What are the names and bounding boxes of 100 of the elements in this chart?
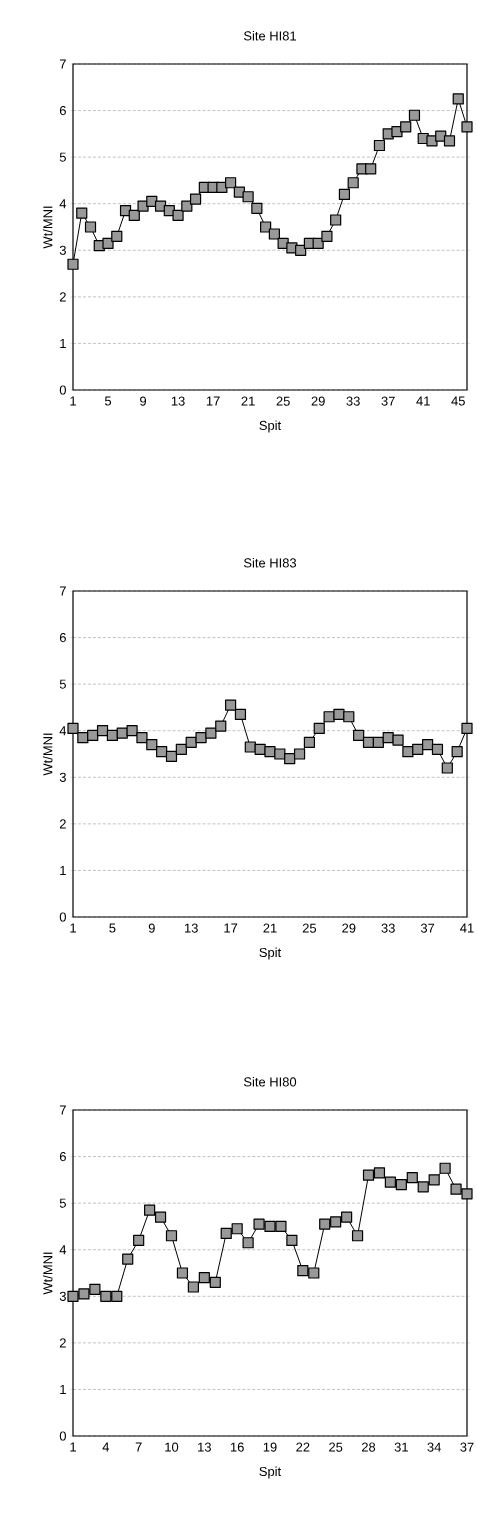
y-axis-title: Wt/MNI <box>42 1252 53 1295</box>
point <box>297 1265 309 1277</box>
x-tick-label: 25 <box>276 396 290 406</box>
point <box>231 1223 243 1235</box>
point <box>144 1204 156 1216</box>
point <box>242 191 254 203</box>
y-tick-label: 5 <box>59 152 66 162</box>
x-tick-label: 33 <box>346 396 360 406</box>
point <box>268 228 280 240</box>
point <box>351 1230 364 1242</box>
point <box>189 193 202 205</box>
point <box>321 230 333 242</box>
point <box>165 1230 178 1242</box>
x-tick-label: 28 <box>361 1442 376 1452</box>
point <box>293 748 306 760</box>
x-tick-label: 33 <box>381 923 395 933</box>
point <box>461 121 473 133</box>
x-tick-label: 5 <box>109 923 116 933</box>
point <box>209 1276 221 1288</box>
x-tick-label: 45 <box>451 396 465 406</box>
point <box>347 177 359 189</box>
x-tick-label: 41 <box>460 923 474 933</box>
point <box>165 750 178 762</box>
point <box>451 746 463 758</box>
y-tick-label: 7 <box>59 1105 66 1115</box>
point <box>330 214 342 226</box>
chart-title: Site HI83 <box>243 557 297 568</box>
point <box>373 139 386 152</box>
point <box>172 209 184 221</box>
point <box>128 209 140 221</box>
x-tick-label: 5 <box>104 396 112 406</box>
point <box>365 163 377 175</box>
point <box>274 748 286 760</box>
x-tick-label: 21 <box>241 396 255 406</box>
x-tick-label: 17 <box>206 396 220 406</box>
point <box>323 711 335 723</box>
y-tick-label: 5 <box>59 1198 66 1208</box>
x-tick-label: 13 <box>198 1442 211 1452</box>
point <box>408 109 421 121</box>
point <box>372 736 384 748</box>
y-tick-label: 0 <box>59 912 66 922</box>
chart-title: Site HI81 <box>243 30 296 41</box>
point <box>76 207 88 219</box>
x-tick-label: 31 <box>394 1442 408 1452</box>
point <box>461 1188 473 1200</box>
point <box>84 221 97 233</box>
point <box>439 1162 451 1174</box>
x-tick-label: 1 <box>70 923 76 933</box>
point <box>78 1288 90 1300</box>
x-tick-label: 41 <box>416 396 430 406</box>
point <box>303 736 315 748</box>
point <box>392 734 404 746</box>
x-tick-label: 1 <box>70 396 76 406</box>
point <box>96 725 109 737</box>
y-tick-label: 0 <box>59 385 66 395</box>
point <box>373 1167 386 1179</box>
point <box>154 1211 167 1223</box>
point <box>400 121 412 133</box>
y-tick-label: 3 <box>59 772 66 782</box>
x-axis-title: Spit <box>259 420 282 433</box>
y-axis-title: Wt/MNI <box>42 733 53 776</box>
y-tick-label: 6 <box>59 105 66 116</box>
point <box>406 1171 418 1184</box>
y-tick-label: 6 <box>59 1152 66 1162</box>
x-tick-label: 7 <box>135 1442 142 1452</box>
point <box>330 1216 342 1228</box>
point <box>264 746 276 758</box>
point <box>225 699 237 711</box>
point <box>284 753 296 765</box>
point <box>126 725 138 737</box>
x-tick-label: 13 <box>171 396 185 406</box>
point <box>441 762 453 774</box>
point <box>275 1220 287 1233</box>
point <box>122 1253 134 1265</box>
point <box>87 729 99 741</box>
point <box>452 93 464 105</box>
point <box>242 1237 254 1249</box>
x-tick-label: 25 <box>329 1442 343 1452</box>
x-tick-label: 9 <box>148 923 155 933</box>
y-tick-label: 5 <box>59 679 66 689</box>
point <box>156 746 168 758</box>
point <box>244 741 256 753</box>
point <box>205 727 217 739</box>
x-tick-label: 29 <box>311 396 325 406</box>
x-tick-label: 25 <box>302 923 317 933</box>
x-tick-label: 21 <box>263 923 277 933</box>
point <box>443 135 456 147</box>
point <box>77 732 89 744</box>
point <box>362 1169 375 1181</box>
point <box>431 743 444 755</box>
point <box>417 1181 429 1193</box>
point <box>260 221 272 233</box>
point <box>343 711 355 723</box>
point <box>111 1290 123 1302</box>
x-tick-label: 13 <box>184 923 198 933</box>
point <box>313 722 325 734</box>
point <box>198 1272 210 1284</box>
x-tick-label: 37 <box>420 923 435 933</box>
y-tick-label: 2 <box>59 1338 66 1348</box>
y-tick-label: 4 <box>59 726 67 736</box>
